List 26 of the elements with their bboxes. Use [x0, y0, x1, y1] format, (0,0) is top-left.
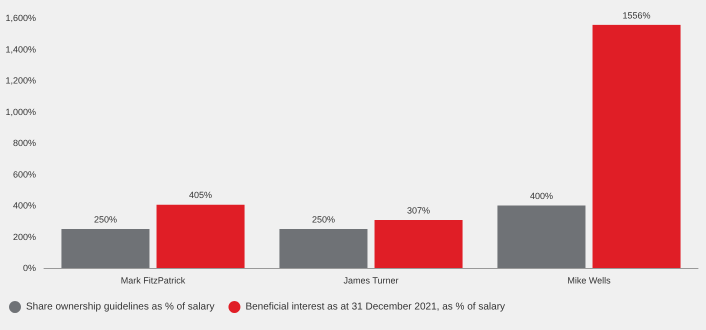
y-tick-label: 400%: [12, 200, 36, 210]
bar: [592, 24, 681, 268]
y-tick-label: 600%: [12, 169, 36, 180]
x-tick-label: Mike Wells: [567, 276, 612, 286]
bar: [374, 220, 463, 268]
data-label: 405%: [189, 190, 212, 200]
bar: [279, 228, 368, 268]
data-label: 400%: [530, 191, 553, 201]
legend-label: Beneficial interest as at 31 December 2021, as % of salary: [245, 302, 506, 312]
y-tick-label: 1,200%: [5, 76, 36, 86]
data-label: 307%: [407, 206, 430, 216]
x-tick-label: James Turner: [343, 276, 399, 286]
y-tick-label: 1,400%: [5, 44, 36, 54]
legend-label: Share ownership guidelines as % of salary: [26, 302, 214, 312]
y-tick-label: 800%: [12, 138, 36, 148]
data-label: 250%: [312, 214, 335, 224]
x-tick-label: Mark FitzPatrick: [120, 276, 186, 286]
bar: [61, 228, 150, 268]
y-tick-label: 200%: [12, 232, 36, 242]
y-tick-label: 1,000%: [5, 106, 36, 117]
data-label: 250%: [94, 214, 117, 224]
bar: [156, 204, 245, 268]
data-label: 1556%: [622, 10, 651, 20]
bar: [497, 206, 586, 268]
y-tick-label: 0%: [22, 263, 36, 273]
y-tick-label: 1,600%: [5, 13, 36, 23]
